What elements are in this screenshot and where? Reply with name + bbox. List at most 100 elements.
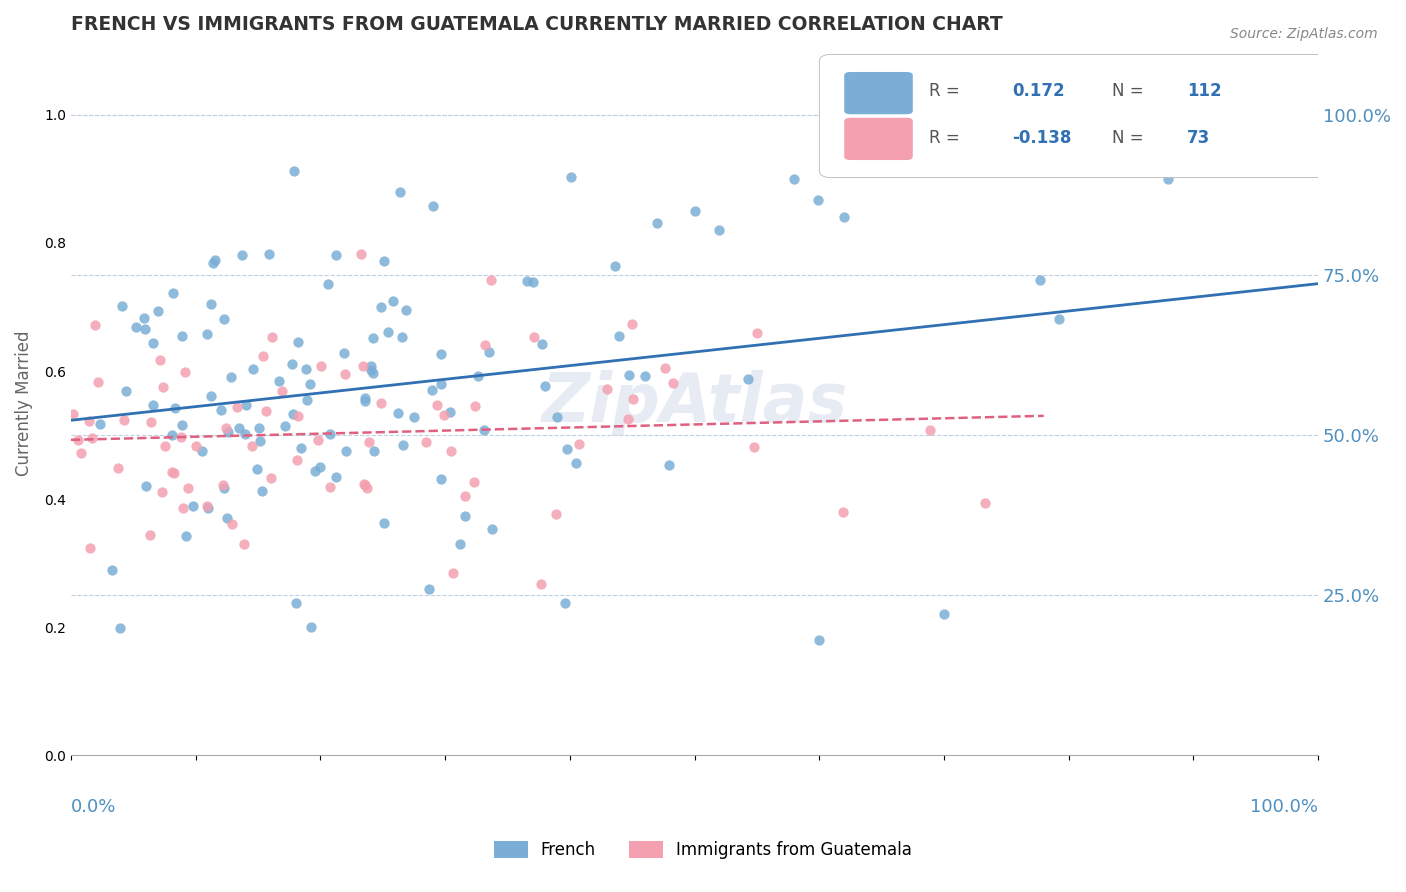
Point [246, 462, 269, 476]
Point [149, 353, 172, 368]
Point [204, 252, 226, 267]
Point [283, 164, 305, 178]
Point [249, 434, 271, 449]
Point [832, 505, 855, 519]
Text: R =: R = [929, 82, 960, 100]
Point [139, 528, 162, 542]
Point [111, 299, 134, 313]
Point [84, 318, 107, 332]
Point [162, 286, 184, 301]
Point [270, 384, 292, 398]
Point [439, 405, 461, 419]
Point [516, 275, 538, 289]
Point [186, 439, 208, 453]
Point [160, 465, 183, 479]
Point [387, 406, 409, 420]
Point [633, 368, 655, 383]
Point [745, 326, 768, 341]
Point [388, 185, 411, 199]
Text: 0.172: 0.172 [1012, 82, 1066, 100]
Point [607, 329, 630, 343]
Text: N =: N = [1112, 129, 1144, 147]
Point [920, 423, 942, 437]
Point [132, 311, 155, 326]
Point [142, 398, 165, 412]
Point [197, 501, 219, 516]
Point [225, 401, 247, 415]
Point [87, 375, 110, 389]
Point [554, 596, 576, 610]
Point [299, 376, 322, 391]
Point [353, 391, 375, 405]
Point [596, 382, 619, 396]
Point [478, 344, 501, 359]
Point [560, 169, 582, 184]
Point [201, 255, 224, 269]
Point [240, 439, 263, 453]
Point [295, 361, 318, 376]
Point [360, 359, 382, 373]
Point [479, 273, 502, 287]
Point [70, 446, 93, 460]
Point [200, 389, 222, 403]
Point [449, 537, 471, 551]
Point [190, 443, 212, 458]
Point [645, 215, 668, 229]
Point [565, 456, 588, 470]
Point [373, 254, 395, 268]
Point [163, 466, 186, 480]
Point [221, 517, 243, 532]
Point [285, 452, 308, 467]
Point [523, 330, 546, 344]
Point [621, 392, 644, 406]
Point [163, 401, 186, 415]
Point [219, 370, 242, 384]
Point [377, 326, 399, 340]
Point [281, 357, 304, 371]
Point [429, 347, 451, 361]
Point [231, 248, 253, 262]
Point [214, 481, 236, 495]
Point [89, 417, 111, 431]
Point [973, 496, 995, 510]
Point [107, 461, 129, 475]
Point [125, 319, 148, 334]
Point [616, 412, 638, 426]
Text: ZipAtlas: ZipAtlas [541, 370, 848, 436]
Point [783, 172, 806, 186]
Text: -0.138: -0.138 [1012, 129, 1071, 147]
Point [195, 499, 218, 513]
Point [269, 374, 291, 388]
Point [808, 633, 831, 648]
Point [309, 359, 332, 374]
Point [214, 312, 236, 326]
Point [172, 328, 194, 343]
Legend: French, Immigrants from Guatemala: French, Immigrants from Guatemala [488, 834, 918, 866]
Point [153, 439, 176, 453]
Point [212, 478, 235, 492]
Point [318, 480, 340, 494]
Point [232, 537, 254, 551]
Point [209, 402, 232, 417]
Point [172, 417, 194, 432]
Point [418, 582, 440, 596]
Point [1157, 172, 1180, 186]
Point [932, 607, 955, 622]
FancyBboxPatch shape [844, 118, 912, 160]
Point [285, 596, 308, 610]
Point [463, 475, 485, 489]
Point [441, 566, 464, 580]
Point [80, 431, 103, 445]
Point [1047, 312, 1070, 326]
Point [832, 211, 855, 225]
Text: FRENCH VS IMMIGRANTS FROM GUATEMALA CURRENTLY MARRIED CORRELATION CHART: FRENCH VS IMMIGRANTS FROM GUATEMALA CURR… [70, 15, 1002, 34]
Point [150, 485, 173, 500]
Text: 112: 112 [1187, 82, 1222, 100]
Point [325, 470, 347, 484]
Point [316, 277, 339, 291]
Point [197, 326, 219, 341]
Point [402, 410, 425, 425]
Text: 73: 73 [1187, 129, 1211, 147]
Point [429, 472, 451, 486]
Text: N =: N = [1112, 82, 1144, 100]
